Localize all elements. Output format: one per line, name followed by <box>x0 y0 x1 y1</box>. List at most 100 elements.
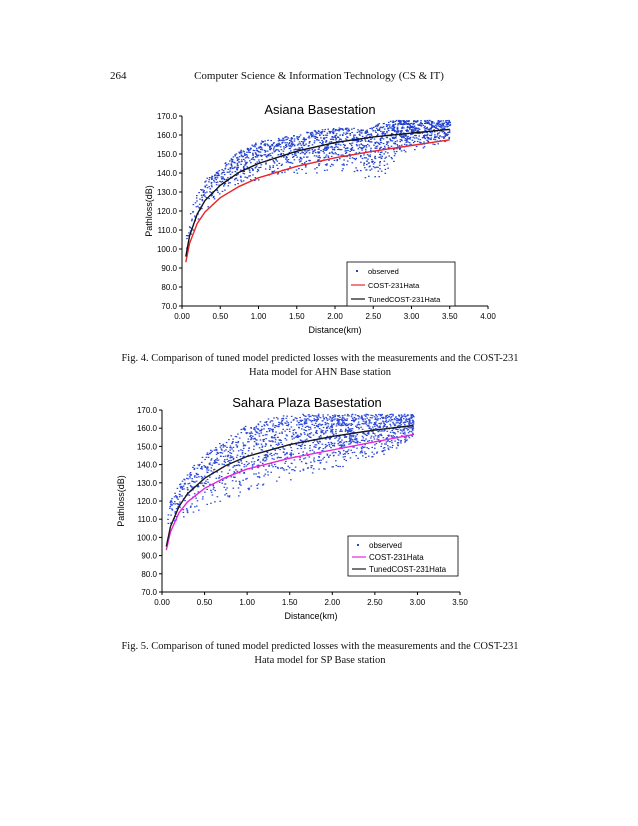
observed-point <box>319 133 321 135</box>
observed-point <box>371 440 373 442</box>
observed-point <box>201 478 203 480</box>
observed-point <box>300 423 302 425</box>
observed-point <box>278 421 280 423</box>
observed-point <box>234 171 237 173</box>
observed-point <box>317 130 320 132</box>
observed-point <box>350 144 353 147</box>
observed-point <box>343 422 346 424</box>
observed-point <box>218 174 220 177</box>
observed-point <box>342 442 345 444</box>
observed-point <box>357 137 359 139</box>
observed-point <box>444 132 446 134</box>
observed-point <box>389 124 391 126</box>
observed-point <box>395 119 398 122</box>
observed-point <box>272 441 274 443</box>
observed-point <box>315 136 318 138</box>
observed-point <box>398 415 401 417</box>
observed-point <box>237 487 240 489</box>
observed-point <box>211 178 213 180</box>
observed-point <box>335 133 338 135</box>
observed-point <box>335 139 337 141</box>
observed-point <box>365 423 368 425</box>
observed-point <box>318 428 321 430</box>
observed-point <box>341 419 343 422</box>
observed-point <box>329 416 331 418</box>
observed-point <box>400 421 402 423</box>
observed-point <box>402 418 405 420</box>
observed-point <box>379 414 382 416</box>
figure-5-chart: Sahara Plaza Basestation70.080.090.0100.… <box>116 395 468 621</box>
observed-point <box>221 482 223 484</box>
observed-point <box>301 141 303 143</box>
observed-point <box>315 446 317 448</box>
observed-point <box>356 439 358 441</box>
observed-point <box>214 462 216 464</box>
observed-point <box>196 474 198 476</box>
observed-point <box>305 421 308 423</box>
observed-point <box>406 439 408 441</box>
observed-point <box>374 151 376 153</box>
observed-point <box>391 129 393 131</box>
observed-point <box>265 458 268 460</box>
observed-point <box>309 134 312 136</box>
observed-point <box>256 161 259 163</box>
observed-point <box>341 128 343 130</box>
observed-point <box>252 169 254 171</box>
observed-point <box>347 130 350 132</box>
observed-point <box>201 468 203 470</box>
observed-point <box>236 169 238 171</box>
observed-point <box>234 179 236 181</box>
observed-point <box>395 132 398 134</box>
observed-point <box>357 140 359 142</box>
observed-point <box>330 429 332 431</box>
observed-point <box>284 453 287 455</box>
observed-point <box>265 451 268 453</box>
observed-point <box>365 413 368 415</box>
observed-point <box>197 486 200 488</box>
observed-point <box>167 522 170 524</box>
observed-point <box>250 435 252 437</box>
observed-point <box>369 419 371 421</box>
observed-point <box>399 123 402 125</box>
observed-point <box>236 470 239 472</box>
observed-point <box>345 451 348 453</box>
observed-point <box>315 133 317 135</box>
observed-point <box>222 176 224 178</box>
observed-point <box>351 434 353 437</box>
observed-point <box>271 171 274 174</box>
observed-point <box>264 145 267 147</box>
observed-point <box>296 417 298 420</box>
observed-point <box>367 425 370 427</box>
observed-point <box>292 429 295 431</box>
observed-point <box>282 468 285 470</box>
observed-point <box>303 418 306 420</box>
observed-point <box>356 139 359 141</box>
observed-point <box>309 428 312 430</box>
observed-point <box>296 144 299 146</box>
observed-point <box>250 148 252 150</box>
observed-point <box>291 438 294 440</box>
observed-point <box>351 146 354 149</box>
observed-point <box>320 150 322 152</box>
observed-point <box>303 139 306 141</box>
observed-point <box>248 175 250 177</box>
observed-point <box>182 509 185 511</box>
y-tick-label: 170.0 <box>137 406 158 415</box>
observed-point <box>318 456 321 458</box>
observed-point <box>303 421 306 423</box>
observed-point <box>186 512 189 514</box>
observed-point <box>305 138 307 140</box>
observed-point <box>379 168 381 170</box>
observed-point <box>260 155 263 157</box>
observed-point <box>257 155 260 157</box>
observed-point <box>392 435 394 437</box>
observed-point <box>240 432 243 434</box>
observed-point <box>315 420 318 422</box>
observed-point <box>285 422 287 424</box>
observed-point <box>377 129 379 131</box>
observed-point <box>229 452 231 454</box>
observed-point <box>418 124 420 126</box>
observed-point <box>407 138 410 140</box>
observed-point <box>400 414 403 416</box>
observed-point <box>352 440 354 442</box>
